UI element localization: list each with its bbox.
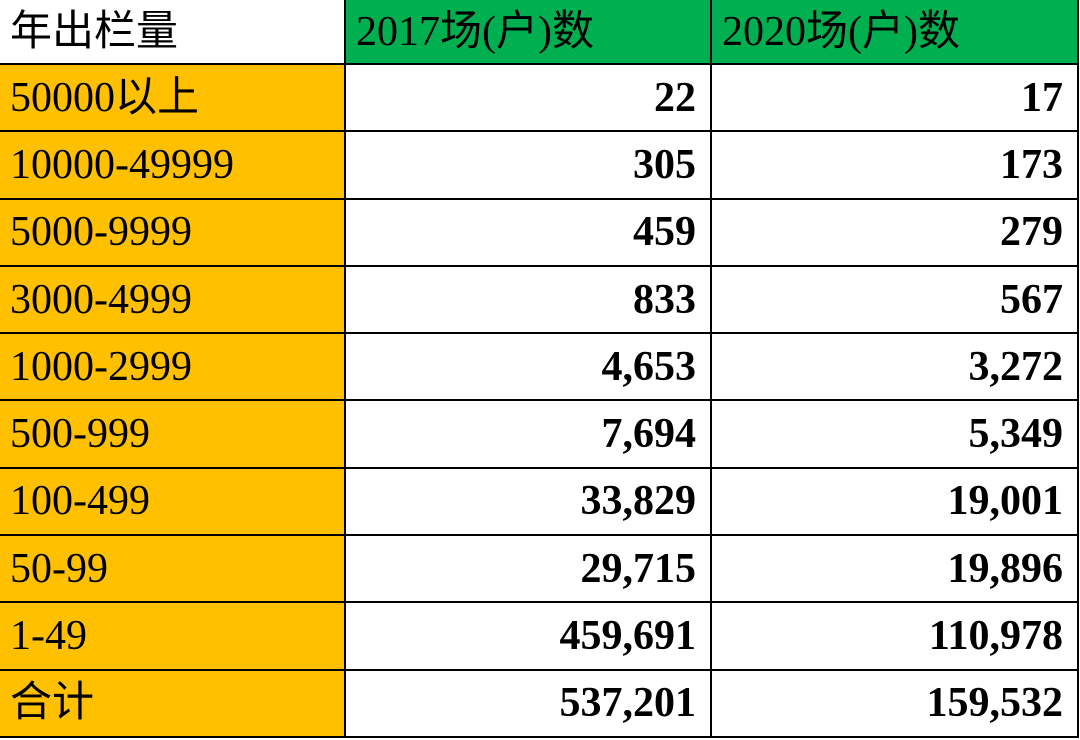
cell-2017: 4,653 xyxy=(344,332,712,402)
row-label: 100-499 xyxy=(0,466,346,537)
cell-2017: 459,691 xyxy=(344,601,712,671)
table-row: 3000-4999 833 567 xyxy=(0,264,1079,335)
cell-2020: 17 xyxy=(710,62,1079,133)
cell-2020: 3,272 xyxy=(710,332,1079,402)
table-row: 100-499 33,829 19,001 xyxy=(0,466,1079,537)
table-row: 1-49 459,691 110,978 xyxy=(0,601,1079,671)
row-label: 50000以上 xyxy=(0,62,346,133)
cell-2020: 567 xyxy=(710,264,1079,335)
table-row: 10000-49999 305 173 xyxy=(0,130,1079,200)
cell-2017: 7,694 xyxy=(344,399,712,469)
total-label: 合计 xyxy=(0,668,346,739)
cell-2020: 19,001 xyxy=(710,466,1079,537)
total-row: 合计 537,201 159,532 xyxy=(0,668,1079,739)
cell-2017: 33,829 xyxy=(344,466,712,537)
table-row: 50000以上 22 17 xyxy=(0,62,1079,133)
cell-2017: 305 xyxy=(344,130,712,200)
table-row: 50-99 29,715 19,896 xyxy=(0,534,1079,604)
cell-2017: 833 xyxy=(344,264,712,335)
total-2017: 537,201 xyxy=(344,668,712,739)
header-cell-2017: 2017场(户)数 xyxy=(344,0,712,65)
row-label: 1000-2999 xyxy=(0,332,346,402)
cell-2020: 279 xyxy=(710,197,1079,267)
row-label: 1-49 xyxy=(0,601,346,671)
total-2020: 159,532 xyxy=(710,668,1079,739)
cell-2020: 19,896 xyxy=(710,534,1079,604)
header-cell-2020: 2020场(户)数 xyxy=(710,0,1079,65)
cell-2020: 173 xyxy=(710,130,1079,200)
row-label: 500-999 xyxy=(0,399,346,469)
table-row: 1000-2999 4,653 3,272 xyxy=(0,332,1079,402)
cell-2017: 459 xyxy=(344,197,712,267)
row-label: 5000-9999 xyxy=(0,197,346,267)
cell-2017: 22 xyxy=(344,62,712,133)
row-label: 10000-49999 xyxy=(0,130,346,200)
cell-2020: 5,349 xyxy=(710,399,1079,469)
cell-2020: 110,978 xyxy=(710,601,1079,671)
row-label: 3000-4999 xyxy=(0,264,346,335)
cell-2017: 29,715 xyxy=(344,534,712,604)
header-row: 年出栏量 2017场(户)数 2020场(户)数 xyxy=(0,0,1079,65)
table-row: 5000-9999 459 279 xyxy=(0,197,1079,267)
header-cell-output: 年出栏量 xyxy=(0,0,346,65)
row-label: 50-99 xyxy=(0,534,346,604)
table-row: 500-999 7,694 5,349 xyxy=(0,399,1079,469)
